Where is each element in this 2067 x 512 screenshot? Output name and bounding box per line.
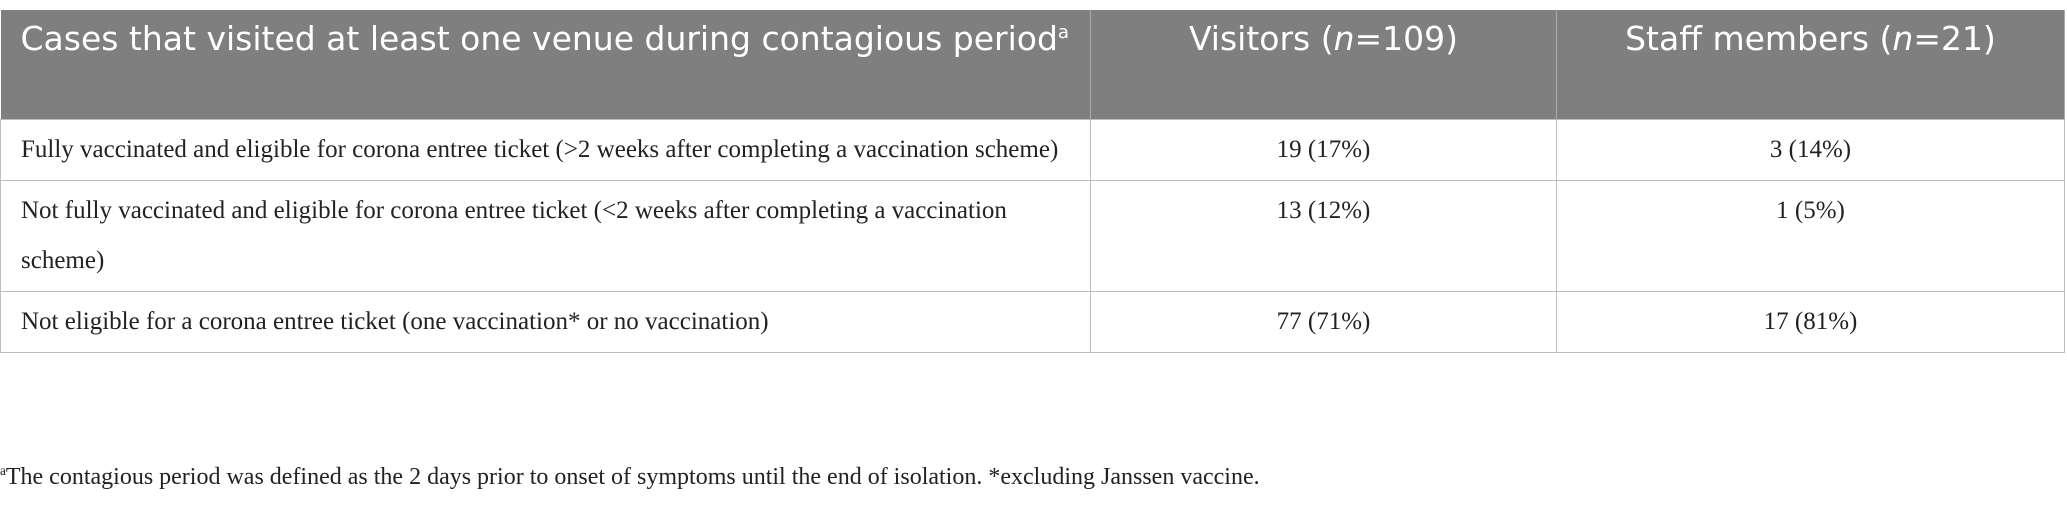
table-cell: 19 (17%) [1090, 118, 1557, 181]
table-row: Not fully vaccinated and eligible for co… [0, 179, 2065, 292]
table-cell: 17 (81%) [1556, 290, 2065, 353]
header-italic: n [1333, 19, 1355, 58]
table-cell: Not eligible for a corona entree ticket … [0, 290, 1091, 353]
table: Cases that visited at least one venue du… [0, 10, 2065, 353]
superscript: a [1057, 22, 1070, 43]
table-cell: 3 (14%) [1556, 118, 2065, 181]
table-cell: Fully vaccinated and eligible for corona… [0, 118, 1091, 181]
header-text: =109) [1354, 19, 1459, 58]
header-text: =21) [1913, 19, 1996, 58]
table-cell: Not fully vaccinated and eligible for co… [0, 179, 1091, 292]
table-cell: 77 (71%) [1090, 290, 1557, 353]
table-cell: 13 (12%) [1090, 179, 1557, 292]
header-italic: n [1892, 19, 1914, 58]
header-text: Staff members ( [1625, 19, 1893, 58]
superscript: a [0, 463, 6, 478]
table-row: Not eligible for a corona entree ticket … [0, 290, 2065, 353]
header-cell: Cases that visited at least one venue du… [0, 10, 1091, 119]
header-cell: Staff members (n=21) [1556, 10, 2065, 119]
header-cell: Visitors (n=109) [1090, 10, 1557, 119]
header-text: Cases that visited at least one venue du… [20, 19, 1058, 58]
header-row: Cases that visited at least one venue du… [0, 10, 2065, 119]
footnote-text: The contagious period was defined as the… [5, 464, 1260, 490]
footnote: aThe contagious period was defined as th… [0, 464, 1260, 491]
header-text: Visitors ( [1188, 19, 1334, 58]
table-body: Fully vaccinated and eligible for corona… [0, 118, 2065, 353]
table-cell: 1 (5%) [1556, 179, 2065, 292]
table-row: Fully vaccinated and eligible for corona… [0, 118, 2065, 181]
